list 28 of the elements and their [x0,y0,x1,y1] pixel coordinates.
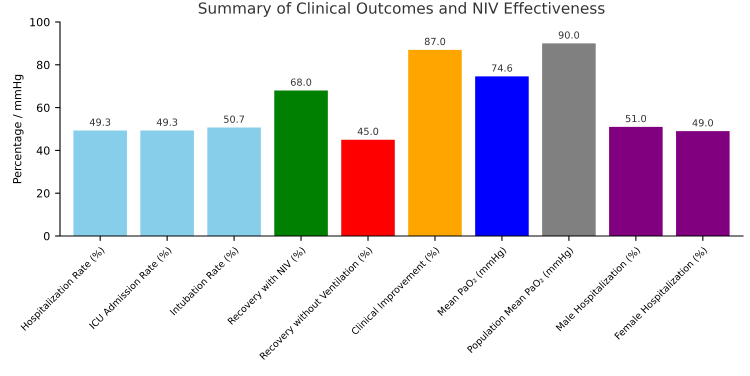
y-tick-label: 100 [30,18,50,26]
data-label: 51.0 [626,114,646,122]
y-tick-label: 20 [36,189,50,198]
y-tick-label: 0 [44,232,50,240]
data-label: 87.0 [424,38,446,46]
data-label: 45.0 [358,128,378,136]
chart-title: Summary of Clinical Outcomes and NIV Effectiveness [198,2,604,17]
y-tick-label: 80 [36,60,50,70]
data-label: 74.6 [492,64,512,72]
bar [676,131,730,236]
data-label: 68.0 [290,78,312,86]
bar [73,130,127,236]
y-tick-label: 60 [36,104,50,112]
y-axis-title: Percentage / mmHg [13,74,24,184]
bar [341,140,395,236]
data-label: 50.7 [224,115,244,123]
bar [542,43,596,236]
y-tick-label: 40 [36,146,50,155]
bar [475,76,529,236]
data-label: 49.3 [156,118,178,126]
bar [609,126,663,236]
bar [408,50,462,236]
bar [140,130,194,236]
bar [207,128,261,236]
data-label: 90.0 [558,31,580,39]
data-label: 49.0 [692,119,713,126]
data-label: 49.3 [90,118,110,126]
bar [274,90,328,236]
